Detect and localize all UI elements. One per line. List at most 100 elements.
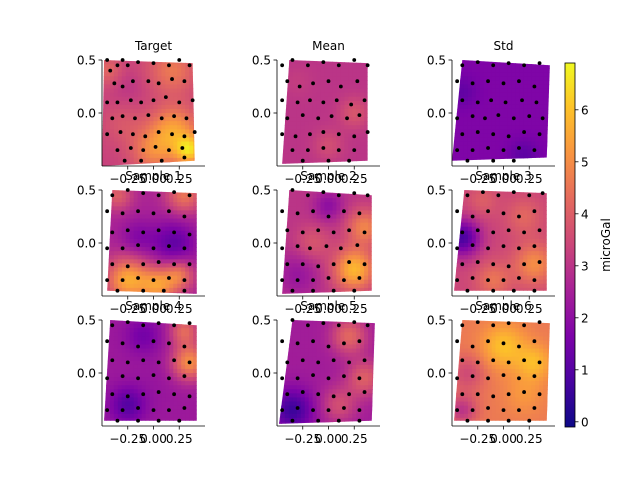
heat-cell <box>277 255 282 260</box>
heat-cell <box>292 206 298 211</box>
heat-cell <box>161 194 166 199</box>
heat-cell <box>535 68 540 73</box>
heat-cell <box>499 202 505 207</box>
heat-cell <box>372 154 377 159</box>
heat-cell <box>137 336 143 341</box>
heat-cell <box>535 145 540 151</box>
heat-cell <box>499 255 505 260</box>
heat-cell <box>364 226 369 232</box>
heat-cell <box>102 149 107 155</box>
heat-cell <box>149 218 155 224</box>
heat-cell <box>523 247 528 252</box>
data-point <box>342 278 346 282</box>
heat-cell <box>185 214 190 220</box>
heat-cell <box>312 80 318 86</box>
heat-cell <box>511 88 516 94</box>
heat-cell <box>452 145 457 151</box>
heat-cell <box>185 149 190 155</box>
heat-cell <box>455 113 461 118</box>
heat-cell <box>356 88 361 94</box>
heat-cell <box>133 405 139 411</box>
heat-cell <box>487 247 493 252</box>
heat-cell <box>459 129 465 134</box>
heat-cell <box>328 259 334 264</box>
heat-cell <box>284 206 290 211</box>
heat-cell <box>515 190 520 195</box>
heat-cell <box>324 271 330 277</box>
heat-cell <box>364 255 369 260</box>
heat-cell <box>165 76 170 81</box>
heat-cell <box>125 283 131 289</box>
heat-cell <box>109 373 115 378</box>
heat-cell <box>316 133 322 139</box>
heat-cell <box>511 214 516 220</box>
heat-cell <box>117 393 123 399</box>
heat-cell <box>149 409 155 415</box>
heat-cell <box>535 84 540 90</box>
heat-cell <box>145 72 151 77</box>
heat-cell <box>507 153 513 159</box>
heat-cell <box>368 117 373 122</box>
heat-cell <box>360 117 365 122</box>
heat-cell <box>475 202 481 207</box>
heat-cell <box>487 267 493 273</box>
heat-cell <box>328 141 334 147</box>
data-point <box>501 278 506 282</box>
heat-cell <box>277 202 282 207</box>
heat-cell <box>547 104 550 110</box>
heat-cell <box>547 88 550 94</box>
heat-cell <box>344 60 349 65</box>
heat-cell <box>153 198 159 203</box>
heat-cell <box>320 251 326 256</box>
heat-cell <box>137 356 143 362</box>
heat-cell <box>161 222 166 228</box>
data-point <box>156 130 161 134</box>
heat-cell <box>463 157 469 161</box>
heat-cell <box>288 125 294 130</box>
heat-cell <box>109 80 115 86</box>
heat-cell <box>475 84 481 90</box>
heat-cell <box>145 364 151 370</box>
heat-cell <box>113 344 119 350</box>
heat-cell <box>332 218 338 224</box>
heat-cell <box>356 287 361 293</box>
heat-cell <box>300 84 306 90</box>
heat-cell <box>475 263 481 269</box>
heat-cell <box>149 84 155 90</box>
y-tick-label: 0.0 <box>252 107 271 121</box>
heat-cell <box>348 125 353 130</box>
heat-cell <box>467 157 473 161</box>
heat-cell <box>487 64 493 69</box>
heat-cell <box>104 385 107 390</box>
heat-cell <box>463 80 469 86</box>
heat-cell <box>145 157 151 163</box>
heat-cell <box>356 117 361 122</box>
heat-cell <box>368 194 372 199</box>
heat-cell <box>535 72 540 77</box>
heat-cell <box>145 397 151 403</box>
heat-cell <box>368 154 373 159</box>
heat-cell <box>133 100 139 106</box>
heat-cell <box>277 214 282 219</box>
heat-cell <box>107 202 111 207</box>
data-point <box>511 288 516 293</box>
heat-cell <box>145 238 151 244</box>
heat-cell <box>507 68 513 73</box>
heat-cell <box>104 409 107 415</box>
heat-cell <box>105 141 111 147</box>
heat-cell <box>125 84 131 90</box>
heat-cell <box>277 113 282 118</box>
heat-cell <box>109 88 115 94</box>
heat-cell <box>292 259 298 264</box>
heat-cell <box>129 263 135 269</box>
heat-cell <box>113 230 119 236</box>
heat-cell <box>177 368 182 374</box>
heat-cell <box>495 271 501 277</box>
heat-cell <box>543 271 547 277</box>
heat-cell <box>165 68 170 73</box>
heat-cell <box>133 267 139 273</box>
heat-cell <box>129 104 135 110</box>
heat-cell <box>332 222 338 228</box>
heat-cell <box>177 324 182 329</box>
